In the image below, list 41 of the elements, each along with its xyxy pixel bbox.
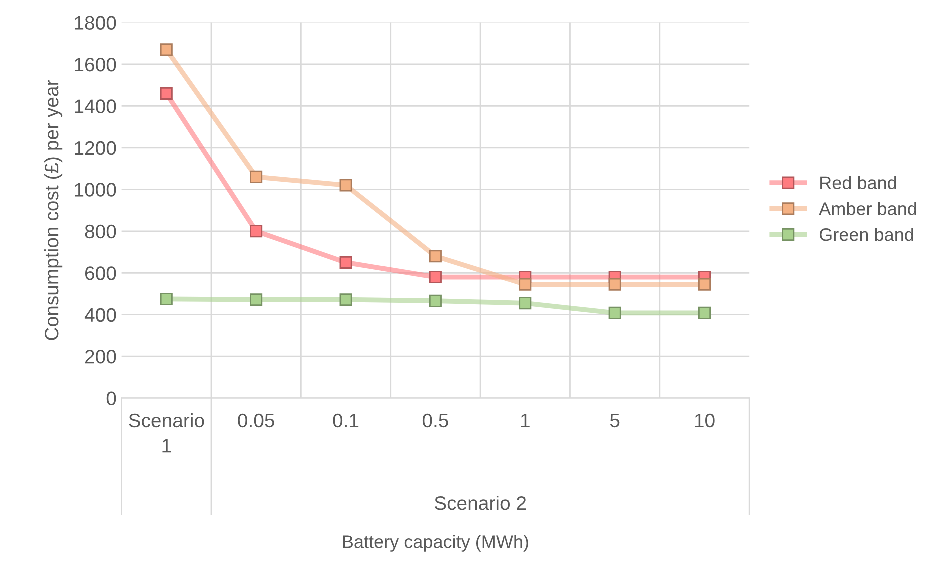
point: [429, 271, 442, 284]
legend-label: Red band: [820, 176, 896, 190]
y-tick-label: 200: [85, 350, 116, 364]
point: [160, 87, 173, 100]
y-tick-label: 1600: [75, 58, 116, 72]
x-tick-label: 5: [610, 414, 620, 428]
point: [429, 250, 442, 263]
x-tick-label: Scenario 1: [129, 413, 204, 453]
x-tick-label: 1: [521, 414, 530, 428]
y-tick-label: 400: [84, 308, 116, 322]
point: [608, 278, 622, 291]
legend-label: Amber band: [819, 202, 916, 216]
x-tick-label: 0.1: [333, 414, 359, 428]
point: [429, 294, 442, 308]
x-axis-title: Battery capacity (MWh): [343, 535, 528, 552]
y-tick-label: 1800: [75, 16, 116, 30]
y-tick-label: 1000: [75, 183, 116, 197]
y-axis-title: Consumption cost (£) per year: [44, 80, 63, 340]
point: [340, 294, 352, 306]
point: [519, 297, 532, 310]
y-tick-label: 800: [85, 224, 116, 239]
x-tick-label: 0.5: [422, 414, 448, 428]
point: [519, 278, 532, 291]
point: [250, 170, 263, 184]
point: [340, 256, 352, 269]
x-tick-label: 0.05: [238, 414, 274, 428]
point: [340, 179, 352, 192]
point: [250, 225, 263, 238]
y-tick-label: 1400: [75, 100, 116, 114]
point: [698, 306, 712, 320]
x-tick-label: 10: [695, 414, 715, 428]
point: [160, 292, 173, 306]
point: [698, 278, 712, 291]
text: Scenario 2: [434, 496, 526, 510]
point: [608, 306, 622, 320]
y-tick-label: 600: [85, 266, 116, 280]
y-tick-label: 0: [106, 392, 116, 406]
point: [160, 44, 173, 56]
y-tick-label: 1200: [75, 141, 116, 156]
point: [250, 294, 263, 306]
legend-label: Green band: [820, 228, 914, 242]
